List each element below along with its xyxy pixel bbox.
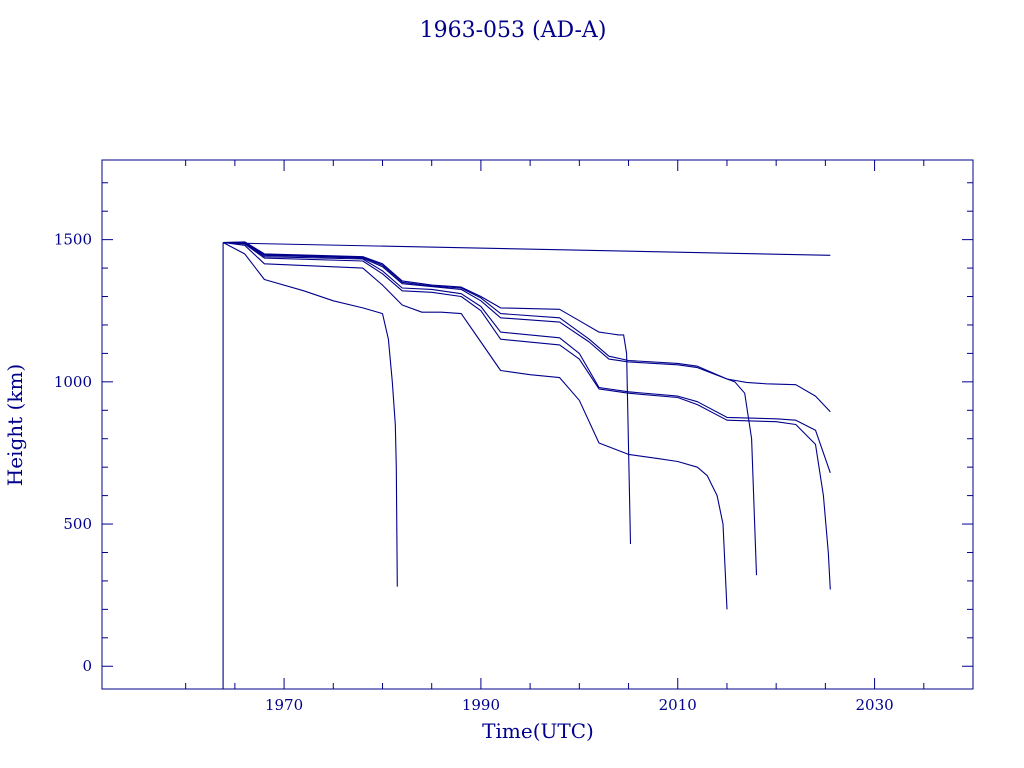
plot-frame [101,159,974,690]
plot-border [101,159,974,690]
chart-title: 1963-053 (AD-A) [420,18,607,43]
x-tick-label: 2010 [659,696,697,714]
series-line-9 [223,241,632,545]
series-line-5 [223,241,831,590]
series-line-6 [223,241,831,473]
series-line-8 [223,241,831,413]
x-axis: 1970 1990 2010 2030 [185,160,925,714]
y-tick-label: 0 [82,657,92,675]
y-axis: 0 500 1000 1500 [54,182,973,675]
series-group [222,241,831,689]
x-tick-label: 1990 [462,696,500,714]
x-tick-label: 2030 [855,696,893,714]
series-line-7 [223,241,758,576]
y-tick-label: 1000 [54,373,92,391]
series-line-4 [223,241,728,610]
x-axis-label: Time(UTC) [482,719,594,743]
series-line-3 [222,242,398,587]
y-tick-label: 500 [63,515,92,533]
series-line-2 [223,241,831,256]
x-tick-label: 1970 [265,696,303,714]
y-axis-label: Height (km) [3,364,27,486]
y-tick-label: 1500 [54,231,92,249]
